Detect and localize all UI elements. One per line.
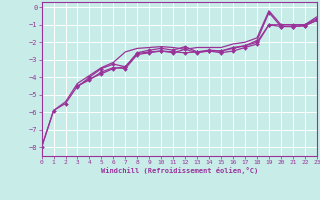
X-axis label: Windchill (Refroidissement éolien,°C): Windchill (Refroidissement éolien,°C) [100, 167, 258, 174]
